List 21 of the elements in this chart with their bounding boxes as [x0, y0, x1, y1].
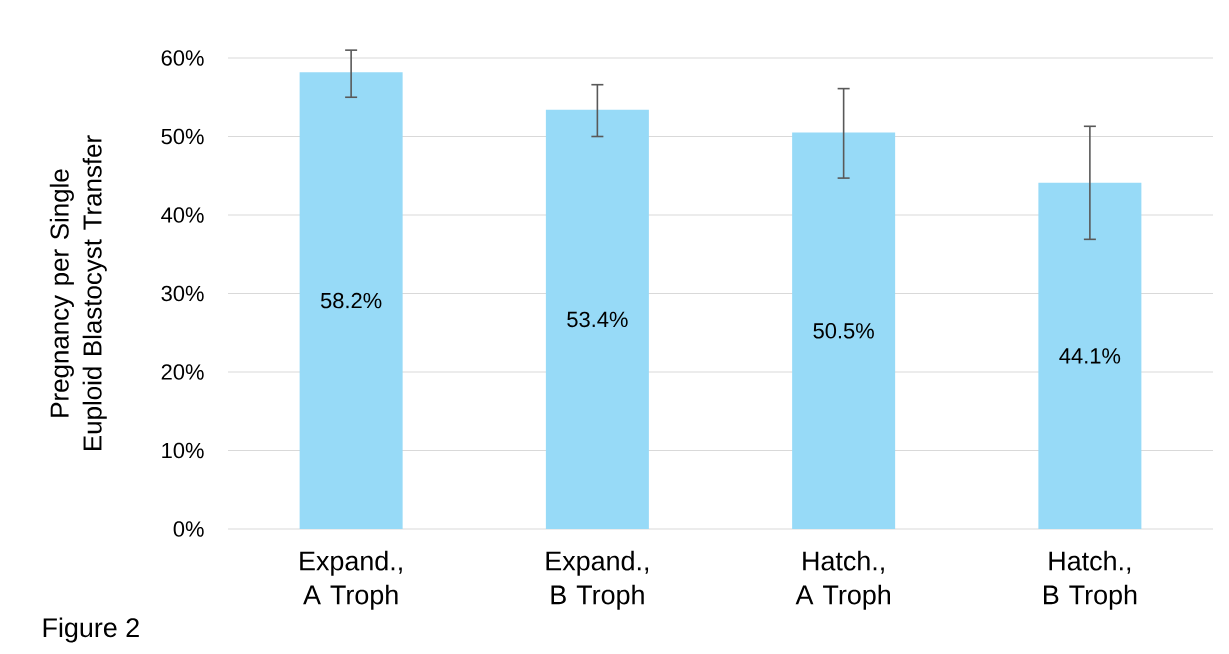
- y-tick-label: 0%: [173, 521, 204, 537]
- caption: Figure 2: [43, 617, 139, 643]
- data-label: 53.4%: [567, 311, 628, 328]
- y-tick-label: 40%: [161, 207, 204, 223]
- x-tick-label: Expand., A Troph: [300, 550, 402, 610]
- y-axis-title: Pregnancy per Single Euploid Blastocyst Transfer: [49, 135, 107, 450]
- bar: [792, 132, 896, 529]
- y-tick-label: 50%: [161, 128, 204, 145]
- x-tick-label: Expand., B Troph: [546, 550, 649, 610]
- y-tick-label: 60%: [161, 50, 204, 66]
- data-label: 58.2%: [320, 292, 382, 309]
- y-tick-label: 30%: [161, 285, 204, 302]
- bar: [1038, 182, 1142, 529]
- data-label: 50.5%: [813, 323, 874, 339]
- x-tick-label: Hatch., A Troph: [795, 550, 890, 610]
- bar: [545, 109, 649, 529]
- y-tick-label: 20%: [161, 364, 204, 380]
- x-tick-label: Hatch., B Troph: [1044, 550, 1137, 610]
- y-tick-label: 10%: [162, 442, 204, 459]
- data-label: 44.1%: [1059, 348, 1121, 364]
- bar: [299, 72, 403, 529]
